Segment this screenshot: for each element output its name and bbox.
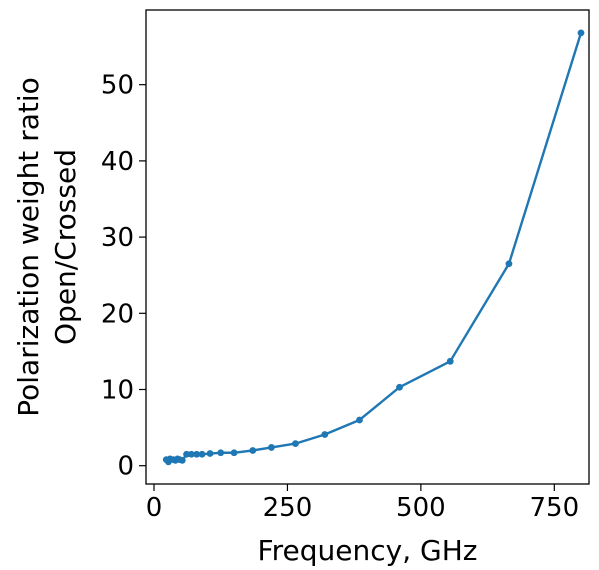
data-point-7 [178,456,186,464]
data-point-22 [505,260,513,268]
y-tick-label-5: 50 [101,71,134,101]
data-point-21 [446,357,454,365]
x-tick-label-1: 250 [263,493,313,523]
x-axis: 0 250 500 750 [146,484,579,523]
data-point-18 [321,431,329,438]
data-point-17 [292,440,299,448]
y-tick-label-0: 0 [117,452,134,482]
x-tick-label-3: 750 [529,493,579,523]
y-axis: 0 10 20 30 40 50 [101,71,146,482]
x-axis-label: Frequency, GHz [258,534,478,567]
data-point-14 [230,449,238,457]
y-tick-label-3: 30 [101,223,134,253]
y-tick-label-2: 20 [101,299,134,329]
data-point-11 [198,450,206,458]
data-point-12 [206,450,214,457]
series-layer [162,29,585,466]
data-point-23 [577,29,585,37]
data-point-19 [356,416,363,424]
y-axis-label-line-2: Open/Crossed [49,149,82,345]
x-tick-label-2: 500 [396,493,446,523]
plot-frame [145,9,590,485]
data-point-8 [183,450,190,458]
data-point-10 [193,450,201,458]
y-axis-label-line-1: Polarization weight ratio [12,77,45,417]
y-tick-label-1: 10 [101,376,134,406]
data-point-9 [187,450,195,458]
y-tick-label-4: 40 [101,147,134,177]
data-point-15 [249,447,257,454]
x-tick-label-0: 0 [146,493,163,523]
data-point-20 [396,383,403,391]
data-point-13 [217,449,225,457]
data-point-16 [268,444,275,451]
